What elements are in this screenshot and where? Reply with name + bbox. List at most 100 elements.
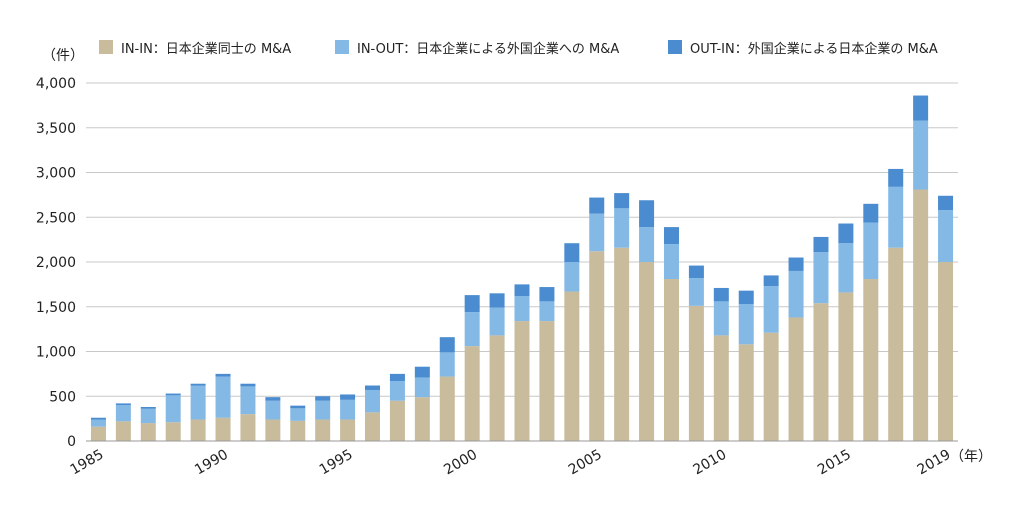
- bar-segment-1996-out-in: [365, 385, 381, 390]
- y-axis-unit-label: （件）: [42, 48, 84, 64]
- bar-segment-2008-in-out: [663, 244, 679, 280]
- legend-label-in-in: IN-IN：日本企業同士の M&A: [121, 41, 292, 57]
- bar-segment-2016-out-in: [863, 203, 879, 223]
- bar-segment-2004-in-in: [564, 291, 580, 441]
- bar-segment-2003-in-in: [539, 321, 555, 441]
- bar-segment-2018-in-out: [913, 120, 929, 190]
- bar-segment-2017-out-in: [888, 168, 904, 187]
- y-tick-label: 3,500: [36, 121, 76, 137]
- bar-segment-2007-in-out: [639, 227, 655, 262]
- bar-segment-1994-out-in: [315, 396, 331, 401]
- bar-segment-2015-out-in: [838, 223, 854, 244]
- y-tick-label: 500: [49, 389, 76, 405]
- bar-segment-1996-in-out: [365, 389, 381, 413]
- bar-segment-1995-in-in: [340, 419, 356, 441]
- y-tick-labels: 0 500 1,000 1,500 2,000 2,500 3,000 3,500 4,000: [36, 76, 76, 450]
- bar-segment-1997-in-out: [389, 381, 405, 401]
- x-tick-label: 1995: [317, 447, 356, 479]
- bar-segment-2010-in-in: [713, 335, 729, 441]
- x-tick-labels: 1985 1990 1995 2000 2005 2010 2015 2019: [68, 447, 954, 479]
- bar-segment-1998-in-in: [414, 397, 430, 441]
- x-tick-label: 2015: [815, 447, 854, 479]
- bar-segment-2004-out-in: [564, 243, 580, 262]
- x-axis-unit-label: （年）: [950, 449, 992, 465]
- bar-segment-1996-in-in: [365, 412, 381, 441]
- bar-segment-1985-in-in: [90, 426, 106, 441]
- bar-segment-1997-out-in: [389, 373, 405, 382]
- bar-segment-2004-in-out: [564, 262, 580, 292]
- bar-segment-2015-in-out: [838, 243, 854, 293]
- bar-segment-2012-out-in: [763, 275, 779, 287]
- bar-segment-2011-in-out: [738, 304, 754, 345]
- bar-segment-2005-in-out: [589, 213, 605, 252]
- bar-segment-1989-in-in: [190, 419, 206, 441]
- bar-segment-2019-in-in: [938, 262, 954, 441]
- legend-swatch-in-in: [99, 40, 113, 54]
- bar-segment-1988-out-in: [165, 393, 181, 396]
- x-tick-label: 2000: [441, 447, 480, 479]
- bar-segment-1999-out-in: [439, 337, 455, 353]
- bar-segment-2016-in-out: [863, 222, 879, 280]
- bar-segment-2007-out-in: [639, 200, 655, 228]
- bar-segment-1986-in-in: [115, 421, 131, 441]
- bar-segment-2009-out-in: [688, 265, 704, 279]
- bar-segment-2007-in-in: [639, 262, 655, 441]
- bar-segment-1991-out-in: [240, 383, 256, 387]
- bar-segment-2003-in-out: [539, 301, 555, 322]
- bar-segment-2013-out-in: [788, 257, 804, 271]
- bar-segment-2001-in-out: [489, 307, 505, 336]
- bar-segment-2014-out-in: [813, 236, 829, 253]
- bar-segment-2018-out-in: [913, 95, 929, 121]
- x-tick-label: 1985: [68, 447, 107, 479]
- bar-segment-1995-out-in: [340, 394, 356, 400]
- legend-swatch-in-out: [335, 40, 349, 54]
- bar-segment-2011-in-in: [738, 344, 754, 441]
- y-tick-label: 3,000: [36, 166, 76, 182]
- legend: IN-IN：日本企業同士の M&A IN-OUT：日本企業による外国企業への M…: [0, 37, 1011, 57]
- bar-segment-1985-in-out: [90, 419, 106, 427]
- bar-segment-1987-in-in: [140, 423, 156, 441]
- bar-segment-1999-in-out: [439, 352, 455, 377]
- y-tick-label: 4,000: [36, 76, 76, 92]
- legend-label-in-out: IN-OUT：日本企業による外国企業への M&A: [357, 41, 620, 57]
- bar-segment-1986-out-in: [115, 403, 131, 406]
- legend-label-out-in: OUT-IN：外国企業による日本企業の M&A: [690, 41, 938, 57]
- bar-segment-2013-in-in: [788, 317, 804, 441]
- bar-segment-1985-out-in: [90, 417, 106, 420]
- bar-segment-2014-in-out: [813, 252, 829, 304]
- bar-segment-1987-in-out: [140, 408, 156, 424]
- bar-segment-2002-in-out: [514, 296, 530, 322]
- bar-segment-1993-out-in: [290, 405, 306, 409]
- bar-segment-2014-in-in: [813, 303, 829, 441]
- y-tick-label: 1,500: [36, 300, 76, 316]
- bar-segment-2019-out-in: [938, 195, 954, 211]
- bar-segment-2002-in-in: [514, 321, 530, 441]
- bar-segment-2015-in-in: [838, 292, 854, 441]
- bars: [90, 95, 954, 441]
- bar-segment-1986-in-out: [115, 405, 131, 422]
- bar-segment-2005-in-in: [589, 251, 605, 441]
- bar-segment-2017-in-in: [888, 247, 904, 441]
- bar-segment-2018-in-in: [913, 189, 929, 441]
- y-tick-label: 2,500: [36, 210, 76, 226]
- bar-segment-2013-in-out: [788, 270, 804, 318]
- bar-segment-1989-in-out: [190, 385, 206, 420]
- bar-segment-2010-out-in: [713, 287, 729, 302]
- bar-segment-2009-in-in: [688, 305, 704, 441]
- bar-segment-1998-out-in: [414, 366, 430, 378]
- bar-segment-2006-in-in: [614, 247, 630, 441]
- bar-segment-2003-out-in: [539, 287, 555, 302]
- bar-segment-1990-out-in: [215, 373, 231, 377]
- x-tick-label: 2005: [566, 447, 605, 479]
- bar-segment-2012-in-out: [763, 286, 779, 333]
- bar-segment-2019-in-out: [938, 210, 954, 262]
- bar-segment-1999-in-in: [439, 376, 455, 441]
- x-tick-label: 2019: [915, 447, 954, 479]
- bar-segment-1988-in-in: [165, 422, 181, 441]
- bar-segment-2008-in-in: [663, 279, 679, 441]
- bar-segment-2000-in-in: [464, 346, 480, 441]
- bar-segment-1987-out-in: [140, 406, 156, 409]
- y-tick-label: 1,000: [36, 345, 76, 361]
- bar-segment-2006-out-in: [614, 193, 630, 209]
